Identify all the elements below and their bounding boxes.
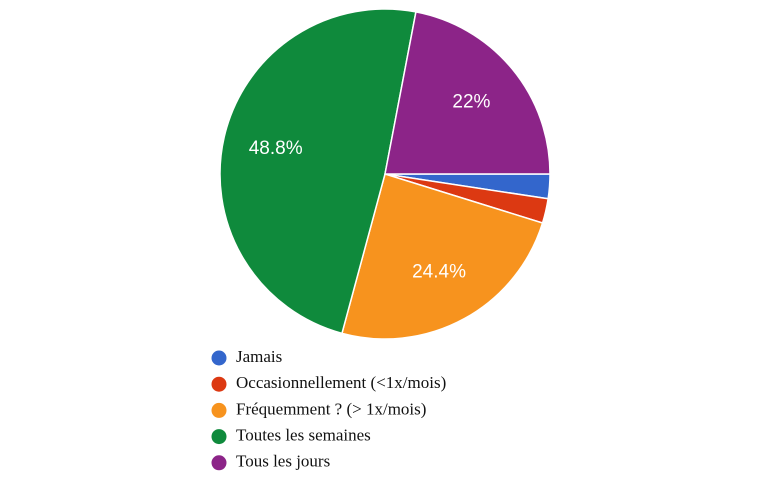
- legend-marker: [211, 455, 227, 471]
- pie-slice: [341, 173, 544, 340]
- pie-slice: [384, 11, 551, 175]
- legend: Jamais Occasionnellement (<1x/mois) Fréque…: [211, 347, 446, 471]
- slice-label: 48.8%: [249, 138, 303, 159]
- legend-marker: [211, 376, 227, 392]
- slice-label: 22%: [452, 91, 490, 112]
- legend-label: Jamais: [236, 347, 282, 366]
- legend-label: Occasionnellement (<1x/mois): [236, 373, 446, 392]
- legend-marker: [211, 402, 227, 418]
- legend-marker: [211, 429, 227, 445]
- legend-label: Fréquemment ? (> 1x/mois): [236, 399, 426, 418]
- slice-label: 24.4%: [412, 261, 466, 282]
- legend-label: Toutes les semaines: [236, 426, 371, 445]
- legend-marker: [211, 350, 227, 366]
- pie: 24.4% 48.8% 22%: [219, 8, 551, 340]
- legend-label: Tous les jours: [236, 452, 330, 471]
- pie-slice: [219, 8, 417, 335]
